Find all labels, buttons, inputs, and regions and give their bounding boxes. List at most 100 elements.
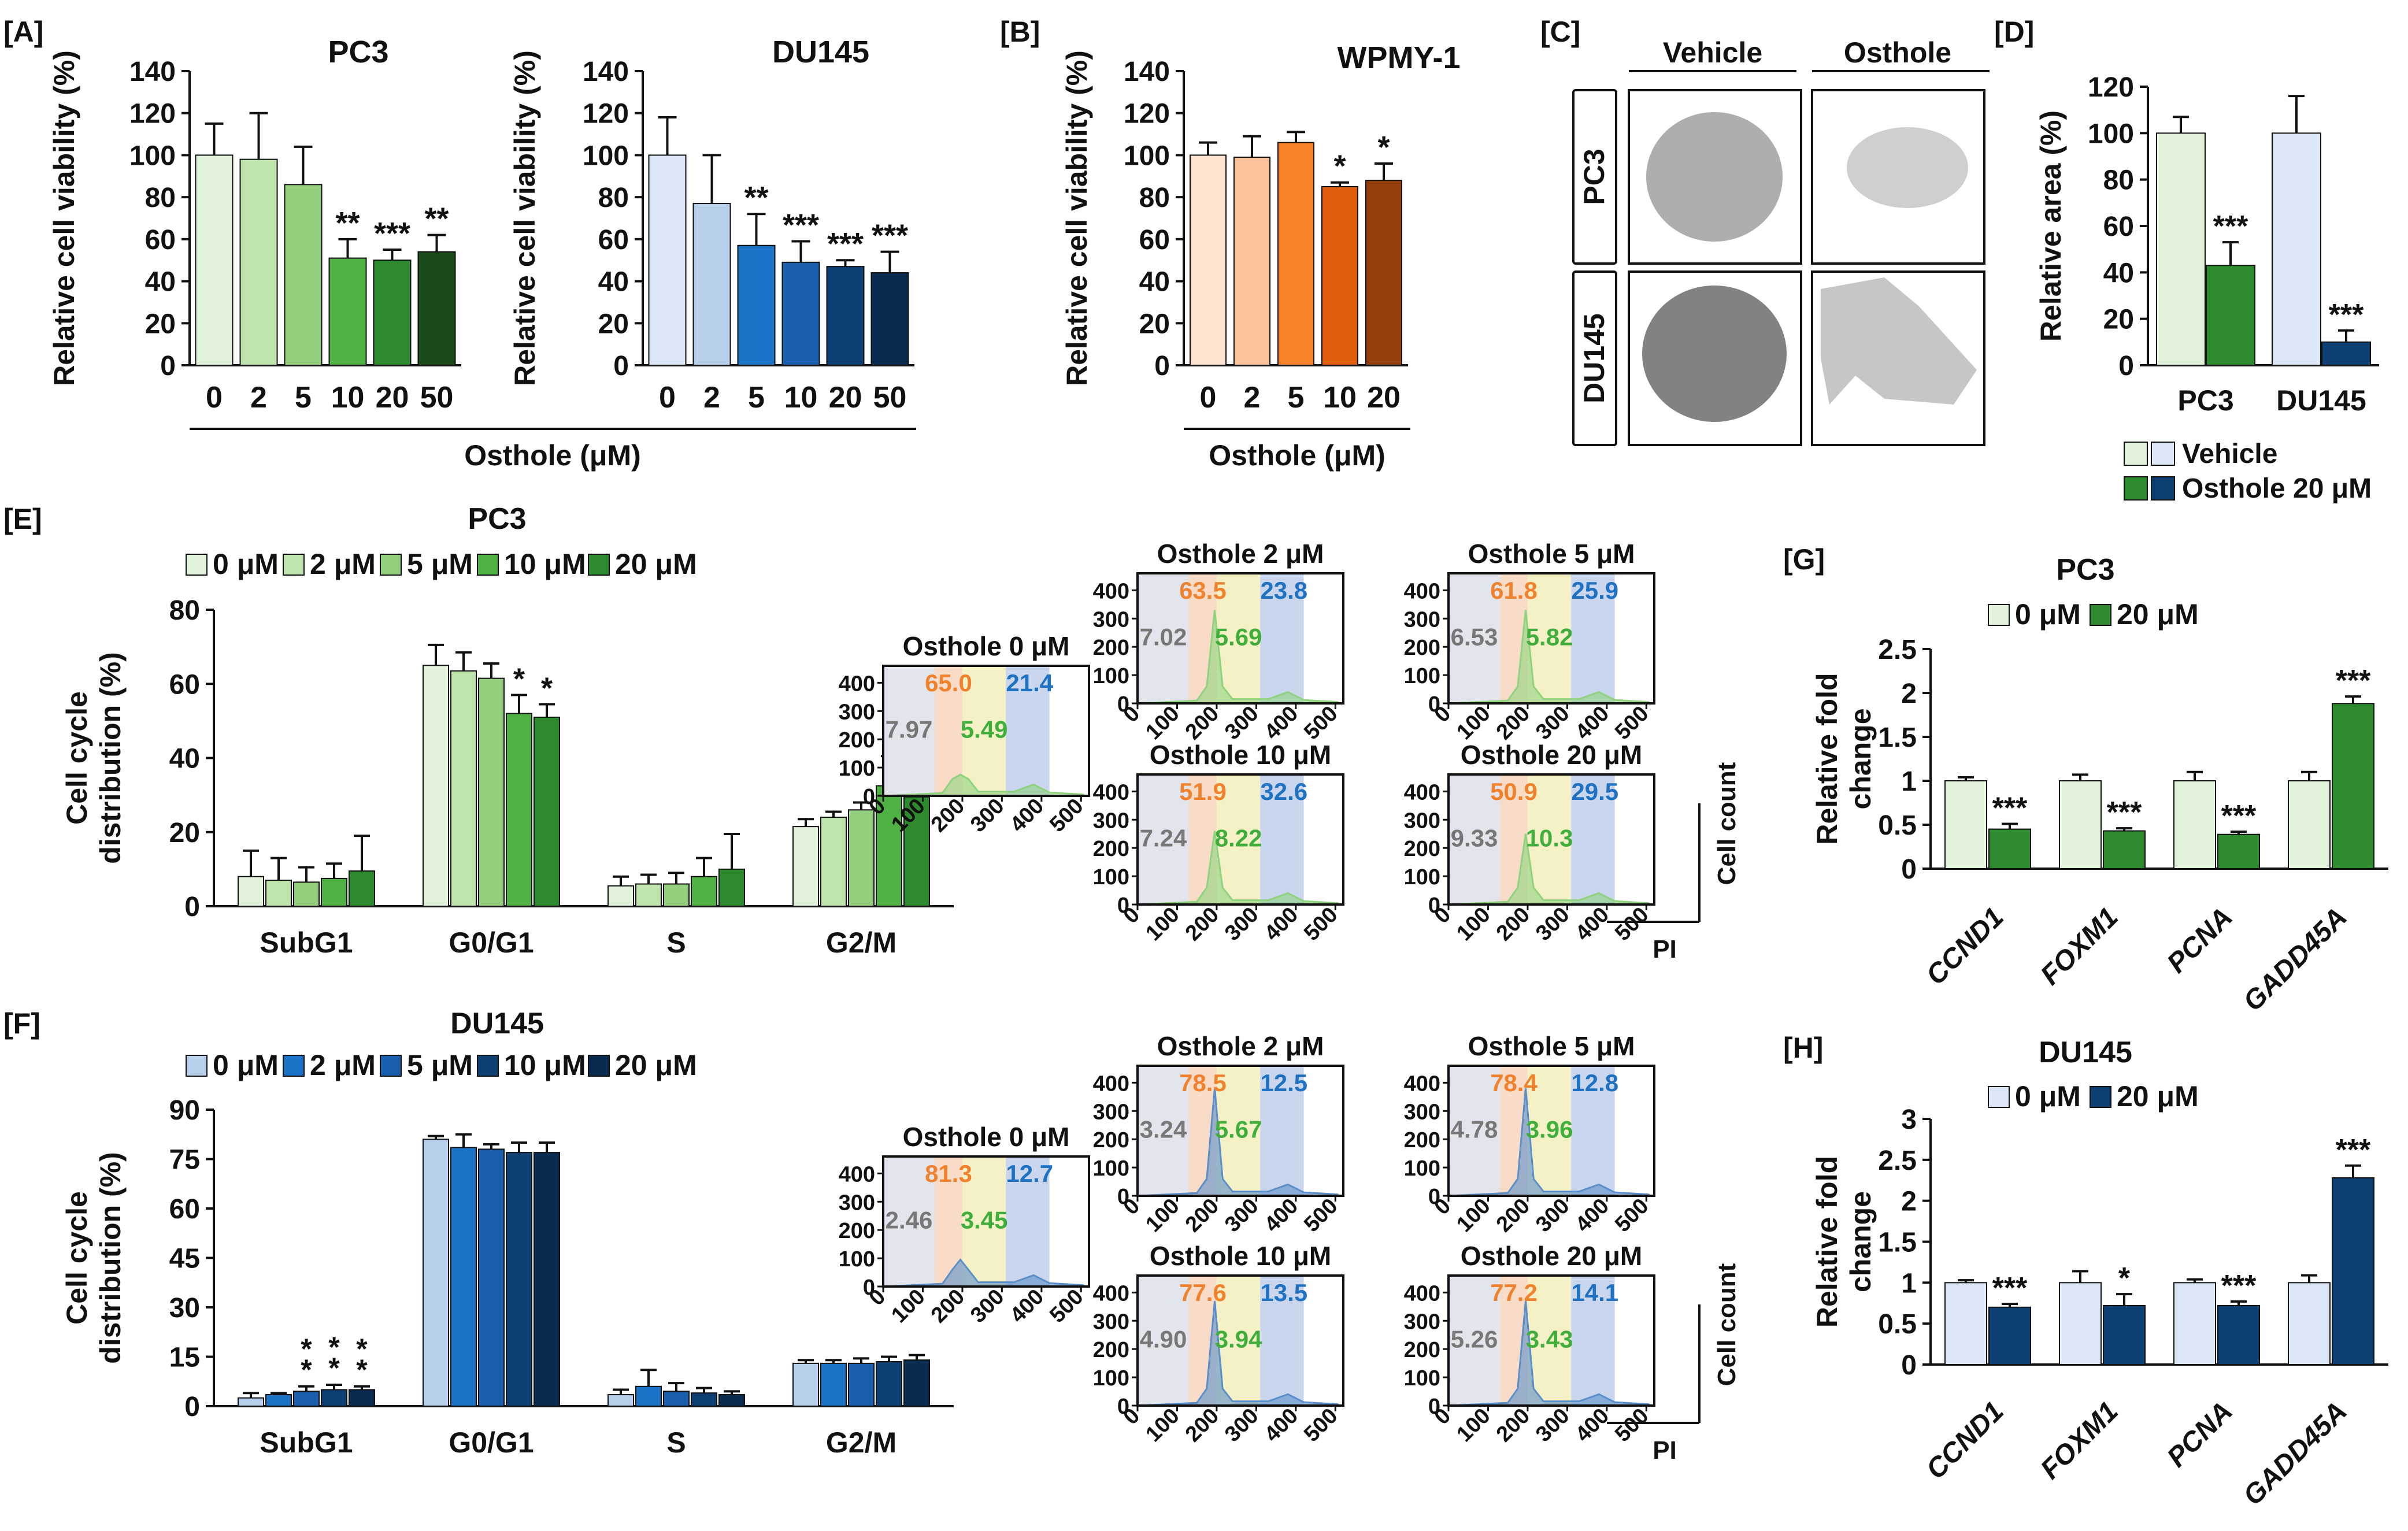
gate-region [1138, 1276, 1189, 1406]
y-tick-label: 0 [1117, 692, 1129, 717]
population-percentage: 63.5 [1179, 577, 1227, 604]
bar [2103, 1305, 2146, 1365]
row-label-box [1572, 89, 1617, 265]
legend-label: 0 μM [213, 548, 279, 580]
y-tick-label: 20 [145, 309, 176, 339]
y-tick-label: 400 [1404, 780, 1440, 805]
legend-label: Osthole 20 μM [2182, 473, 2372, 504]
x-category-label: 5 [1288, 381, 1305, 414]
gate-region [1138, 573, 1189, 703]
significance-marker: *** [2336, 1133, 2371, 1167]
y-tick-label: 100 [1124, 140, 1170, 171]
significance-marker: *** [872, 218, 908, 253]
bar [2217, 1305, 2260, 1365]
population-percentage: 7.24 [1140, 825, 1187, 852]
bar [321, 1389, 347, 1407]
y-tick-label: 200 [1404, 636, 1440, 660]
x-category-label: 5 [295, 381, 312, 414]
y-tick-label: 1.5 [1878, 1228, 1917, 1258]
y-tick-label: 0 [1901, 854, 1917, 885]
x-category-label: G0/G1 [449, 926, 534, 959]
x-category-label: 20 [829, 381, 862, 414]
gate-region [1448, 774, 1500, 904]
y-tick-label: 15 [169, 1343, 200, 1373]
histogram-frame [1447, 572, 1655, 705]
significance-marker: *** [2107, 796, 2142, 829]
y-tick-label: 2.5 [1878, 1146, 1917, 1176]
bar [2173, 1282, 2216, 1365]
y-axis-label: Relative foldchange [1811, 1156, 1877, 1328]
histogram-trace [1139, 610, 1342, 705]
y-tick-label: 1 [1901, 766, 1917, 797]
x-category-label: 2 [703, 381, 720, 414]
y-tick-label: 400 [1404, 1072, 1440, 1096]
x-category-label: 20 [1367, 381, 1401, 414]
y-tick-label: 300 [1093, 1100, 1129, 1124]
significance-star: * [328, 1352, 340, 1384]
gate-region [1260, 1066, 1304, 1196]
significance-marker: ** [328, 1331, 340, 1384]
chart-title: DU145 [2039, 1036, 2132, 1069]
y-tick-label: 0 [1428, 1185, 1440, 1209]
population-percentage: 77.6 [1179, 1279, 1227, 1306]
panel-letter: [B] [1000, 16, 1040, 48]
y-tick-label: 20 [2103, 305, 2134, 335]
panel-letter: [F] [3, 1007, 40, 1040]
legend-swatch [283, 554, 305, 576]
legend-swatch [2090, 604, 2111, 626]
y-tick-label: 300 [1404, 1310, 1440, 1334]
y-tick-label: 3 [1901, 1104, 1917, 1135]
y-tick-label: 200 [839, 1219, 875, 1243]
population-percentage: 13.5 [1260, 1279, 1307, 1306]
y-tick-label: 400 [1093, 1072, 1129, 1096]
bar [2156, 132, 2206, 366]
x-category-label: PCNA [2161, 1396, 2239, 1473]
x-category-label: SubG1 [260, 1426, 353, 1459]
significance-marker: ** [356, 1333, 368, 1386]
population-percentage: 23.8 [1260, 577, 1307, 604]
y-tick-label: 100 [129, 140, 176, 171]
bar [870, 272, 909, 366]
y-tick-label: 0 [1428, 894, 1440, 918]
significance-marker: *** [2329, 298, 2364, 332]
population-percentage: 12.5 [1260, 1069, 1307, 1096]
y-tick-label: 2 [1901, 679, 1917, 709]
bar [792, 1362, 819, 1407]
bar [718, 868, 745, 907]
histogram-trace [1450, 1300, 1653, 1407]
x-category-label: G0/G1 [449, 1426, 534, 1459]
y-tick-label: 60 [598, 225, 629, 255]
x-category-label: 10 [1323, 381, 1357, 414]
population-percentage: 10.3 [1526, 825, 1573, 852]
gate-region [1527, 1276, 1572, 1406]
x-category-label: 10 [784, 381, 818, 414]
bar [2288, 1282, 2331, 1365]
significance-star: * [301, 1354, 312, 1386]
y-tick-label: 0 [1117, 1185, 1129, 1209]
population-percentage: 6.53 [1451, 624, 1498, 651]
bar [265, 1394, 292, 1407]
bar [691, 876, 717, 907]
bar [663, 883, 690, 907]
bar [328, 257, 367, 366]
significance-marker: *** [2336, 664, 2371, 698]
chart-title: PC3 [468, 502, 526, 536]
legend-swatch [283, 1055, 305, 1077]
legend-swatch [2090, 1086, 2111, 1108]
gate-region [1260, 573, 1304, 703]
y-tick-label: 2.5 [1878, 635, 1917, 665]
population-percentage: 32.6 [1260, 778, 1307, 805]
x-category-label: 5 [748, 381, 765, 414]
y-tick-label: 300 [839, 1191, 875, 1215]
bar [607, 885, 634, 907]
legend-label: 20 μM [2117, 1080, 2199, 1113]
bar [691, 1392, 717, 1407]
x-category-label: S [666, 926, 686, 959]
y-tick-label: 100 [1093, 664, 1129, 688]
y-tick-label: 100 [1404, 664, 1440, 688]
significance-marker: ** [744, 180, 768, 215]
bar [781, 261, 820, 366]
bar [534, 1152, 560, 1407]
y-axis-label: Cell count [1713, 1263, 1741, 1386]
bar [2103, 830, 2146, 870]
